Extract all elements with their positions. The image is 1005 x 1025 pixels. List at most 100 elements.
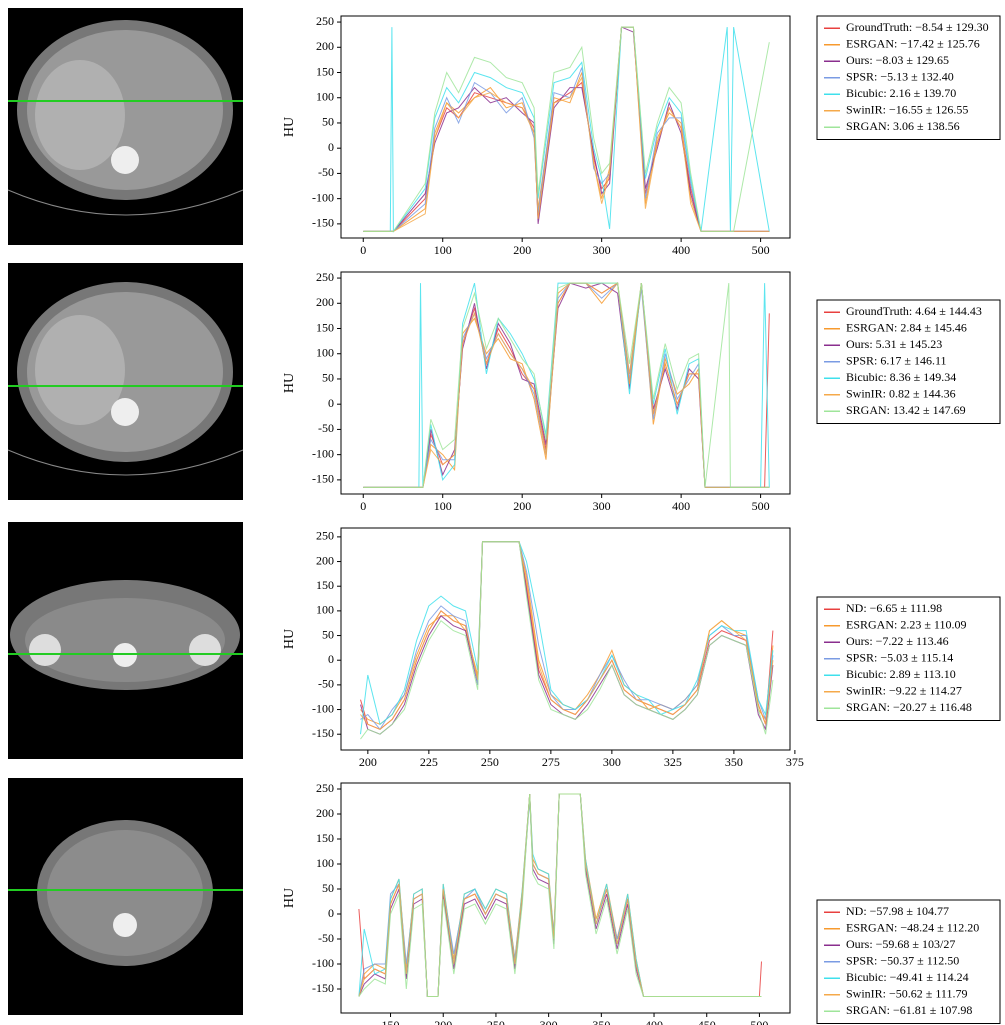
plot-frame — [340, 271, 791, 495]
legend-label: SwinIR: −16.55 ± 126.55 — [846, 103, 968, 117]
x-tick-label: 300 — [593, 243, 611, 257]
legend-label: ESRGAN: −48.24 ± 112.20 — [846, 921, 979, 935]
x-tick-label: 500 — [750, 1018, 768, 1025]
y-tick-label: 50 — [322, 627, 334, 641]
series-line — [358, 793, 762, 997]
x-tick-label: 150 — [382, 1018, 400, 1025]
y-tick-label: -100 — [312, 446, 334, 460]
ct-image — [8, 522, 243, 759]
x-tick-label: 200 — [359, 755, 377, 769]
y-axis-label: HU — [282, 117, 297, 137]
legend-label: ND: −6.65 ± 111.98 — [846, 601, 942, 615]
series-line — [360, 541, 774, 730]
y-axis-label: HU — [282, 888, 297, 908]
x-tick-label: 375 — [786, 755, 804, 769]
y-axis-label: HU — [282, 373, 297, 393]
y-tick-label: 50 — [322, 115, 334, 129]
legend-label: ESRGAN: 2.23 ± 110.09 — [846, 618, 966, 632]
x-tick-label: 350 — [725, 755, 743, 769]
x-tick-label: 325 — [664, 755, 682, 769]
legend-label: SRGAN: 13.42 ± 147.69 — [846, 403, 966, 417]
x-tick-label: 0 — [360, 499, 366, 513]
y-tick-label: -50 — [318, 165, 334, 179]
y-tick-label: 250 — [316, 14, 334, 28]
series-line — [360, 541, 774, 725]
series-line — [360, 541, 774, 735]
y-tick-label: 200 — [316, 553, 334, 567]
x-tick-label: 400 — [672, 499, 690, 513]
x-tick-label: 100 — [434, 499, 452, 513]
legend-label: SRGAN: −20.27 ± 116.48 — [846, 700, 972, 714]
y-tick-label: 150 — [316, 831, 334, 845]
x-tick-label: 200 — [434, 1018, 452, 1025]
x-tick-label: 275 — [542, 755, 560, 769]
legend-label: ESRGAN: 2.84 ± 145.46 — [846, 321, 967, 335]
x-tick-label: 250 — [481, 755, 499, 769]
x-tick-label: 300 — [593, 499, 611, 513]
series-line — [363, 26, 770, 233]
y-tick-label: -100 — [312, 956, 334, 970]
series-line — [360, 541, 774, 735]
series-line — [363, 26, 770, 232]
legend-label: Ours: −59.68 ± 103/27 — [846, 937, 955, 951]
legend-label: Ours: −7.22 ± 113.46 — [846, 634, 949, 648]
legend-box — [816, 899, 1001, 1024]
series-line — [363, 26, 770, 232]
series-line — [360, 541, 774, 740]
plot-frame — [340, 15, 791, 239]
series-line — [363, 26, 770, 232]
y-tick-label: -50 — [318, 931, 334, 945]
x-tick-label: 200 — [513, 243, 531, 257]
y-tick-label: 250 — [316, 781, 334, 795]
series-line — [363, 282, 770, 488]
y-tick-label: 250 — [316, 529, 334, 543]
x-tick-label: 250 — [487, 1018, 505, 1025]
y-tick-label: 150 — [316, 64, 334, 78]
y-tick-label: 0 — [328, 396, 334, 410]
legend-label: ESRGAN: −17.42 ± 125.76 — [846, 37, 980, 51]
legend-label: SPSR: −50.37 ± 112.50 — [846, 954, 959, 968]
x-tick-label: 500 — [752, 499, 770, 513]
x-tick-label: 200 — [513, 499, 531, 513]
legend-box — [816, 596, 1001, 721]
legend-label: Bicubic: 8.36 ± 149.34 — [846, 370, 956, 384]
ct-image — [7, 8, 244, 245]
y-tick-label: 200 — [316, 295, 334, 309]
legend-label: SPSR: −5.03 ± 115.14 — [846, 651, 953, 665]
series-line — [363, 26, 770, 232]
y-tick-label: 100 — [316, 603, 334, 617]
y-tick-label: -50 — [318, 677, 334, 691]
legend-label: SRGAN: 3.06 ± 138.56 — [846, 119, 960, 133]
legend-label: Bicubic: 2.89 ± 113.10 — [846, 667, 956, 681]
y-tick-label: 0 — [328, 652, 334, 666]
y-tick-label: -150 — [312, 981, 334, 995]
y-tick-label: 100 — [316, 856, 334, 870]
y-tick-label: 200 — [316, 806, 334, 820]
x-tick-label: 450 — [698, 1018, 716, 1025]
x-tick-label: 300 — [540, 1018, 558, 1025]
legend-box — [816, 299, 1001, 424]
series-line — [363, 26, 770, 232]
x-tick-label: 0 — [360, 243, 366, 257]
y-tick-label: -50 — [318, 421, 334, 435]
x-tick-label: 350 — [592, 1018, 610, 1025]
y-tick-label: 250 — [316, 270, 334, 284]
legend-label: GroundTruth: −8.54 ± 129.30 — [846, 20, 989, 34]
series-line — [360, 541, 774, 731]
x-tick-label: 100 — [434, 243, 452, 257]
legend-label: SPSR: −5.13 ± 132.40 — [846, 70, 954, 84]
y-tick-label: 100 — [316, 89, 334, 103]
legend-label: Bicubic: −49.41 ± 114.24 — [846, 970, 969, 984]
legend-label: Ours: 5.31 ± 145.23 — [846, 337, 942, 351]
y-tick-label: -100 — [312, 701, 334, 715]
legend-label: SPSR: 6.17 ± 146.11 — [846, 354, 947, 368]
x-tick-label: 300 — [603, 755, 621, 769]
y-tick-label: 100 — [316, 345, 334, 359]
y-tick-label: -150 — [312, 216, 334, 230]
legend-label: SwinIR: 0.82 ± 144.36 — [846, 387, 956, 401]
y-tick-label: 0 — [328, 906, 334, 920]
x-tick-label: 500 — [752, 243, 770, 257]
y-tick-label: -150 — [312, 472, 334, 486]
